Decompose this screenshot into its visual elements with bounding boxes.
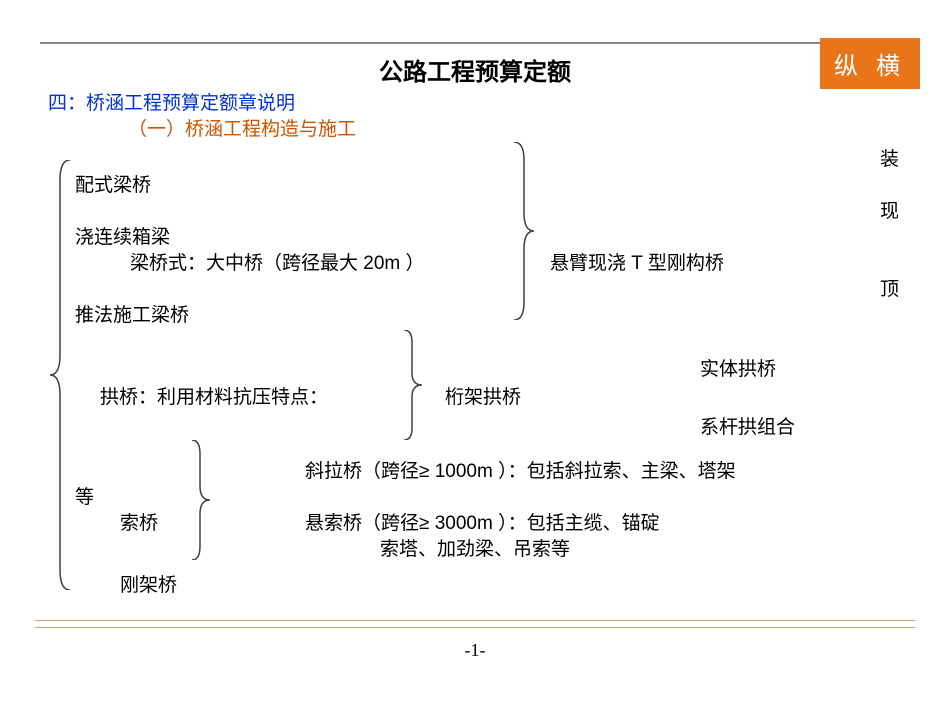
text-xielaqiao: 斜拉桥（跨径≥ 1000m ）：包括斜拉索、主梁、塔架 bbox=[305, 456, 736, 483]
text-gangjia: 刚架桥 bbox=[120, 570, 177, 597]
bottom-divider-2 bbox=[35, 627, 915, 628]
text-ding: 顶 bbox=[880, 274, 899, 301]
text-liangqiao: 梁桥式：大中桥（跨径最大 20m ） bbox=[130, 248, 425, 275]
brace-main-left bbox=[48, 160, 76, 590]
section-heading: 四：桥涵工程预算定额章说明 bbox=[48, 88, 295, 115]
subsection-heading: （一）桥涵工程构造与施工 bbox=[128, 114, 356, 141]
main-title: 公路工程预算定额 bbox=[0, 52, 950, 87]
brace-gongqiao bbox=[400, 330, 424, 440]
text-jiaolian: 浇连续箱梁 bbox=[75, 222, 170, 249]
text-tuifa: 推法施工梁桥 bbox=[75, 300, 189, 327]
text-xian: 现 bbox=[880, 196, 899, 223]
text-xuansuo: 悬索桥（跨径≥ 3000m ）：包括主缆、锚碇 bbox=[305, 508, 660, 535]
text-suota: 索塔、加劲梁、吊索等 bbox=[380, 534, 570, 561]
text-xigan: 系杆拱组合 bbox=[700, 412, 795, 439]
text-gongqiao: 拱桥：利用材料抗压特点： bbox=[100, 382, 328, 409]
top-divider bbox=[40, 42, 830, 44]
brace-suoqiao bbox=[188, 440, 212, 560]
text-suoqiao: 索桥 bbox=[120, 508, 158, 535]
text-shiti: 实体拱桥 bbox=[700, 354, 776, 381]
page-number: -1- bbox=[0, 640, 950, 661]
bottom-divider-1 bbox=[35, 620, 915, 621]
text-peishi: 配式梁桥 bbox=[75, 170, 151, 197]
text-zhuang: 装 bbox=[880, 144, 899, 171]
text-deng: 等 bbox=[75, 482, 94, 509]
text-hengjiagong: 桁架拱桥 bbox=[445, 382, 521, 409]
brace-liangqiao bbox=[510, 142, 536, 320]
text-xuanbi: 悬臂现浇 T 型刚构桥 bbox=[550, 248, 724, 275]
